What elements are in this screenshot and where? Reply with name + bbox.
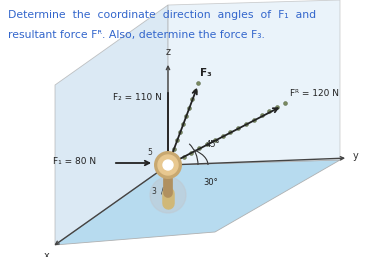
Text: resultant force Fᴿ. Also, determine the force F₃.: resultant force Fᴿ. Also, determine the …	[8, 30, 265, 40]
Text: Determine  the  coordinate  direction  angles  of  F₁  and: Determine the coordinate direction angle…	[8, 10, 316, 20]
Polygon shape	[168, 0, 340, 165]
Circle shape	[158, 155, 178, 175]
Text: 4: 4	[168, 189, 172, 198]
Text: Fᴿ = 120 N: Fᴿ = 120 N	[290, 89, 339, 98]
Circle shape	[163, 160, 173, 170]
Text: F₂ = 110 N: F₂ = 110 N	[113, 93, 162, 102]
Polygon shape	[55, 5, 168, 245]
Text: 3: 3	[151, 187, 157, 196]
Text: y: y	[353, 151, 359, 161]
Text: /: /	[161, 187, 163, 196]
Text: 45°: 45°	[206, 140, 220, 149]
Text: 5: 5	[147, 148, 153, 157]
Circle shape	[150, 177, 186, 213]
Text: F₁ = 80 N: F₁ = 80 N	[53, 158, 96, 167]
Text: z: z	[165, 47, 170, 57]
Polygon shape	[55, 160, 340, 245]
Circle shape	[154, 151, 182, 179]
Text: x: x	[44, 251, 50, 257]
Text: F₃: F₃	[200, 68, 212, 78]
Text: 30°: 30°	[203, 178, 218, 187]
